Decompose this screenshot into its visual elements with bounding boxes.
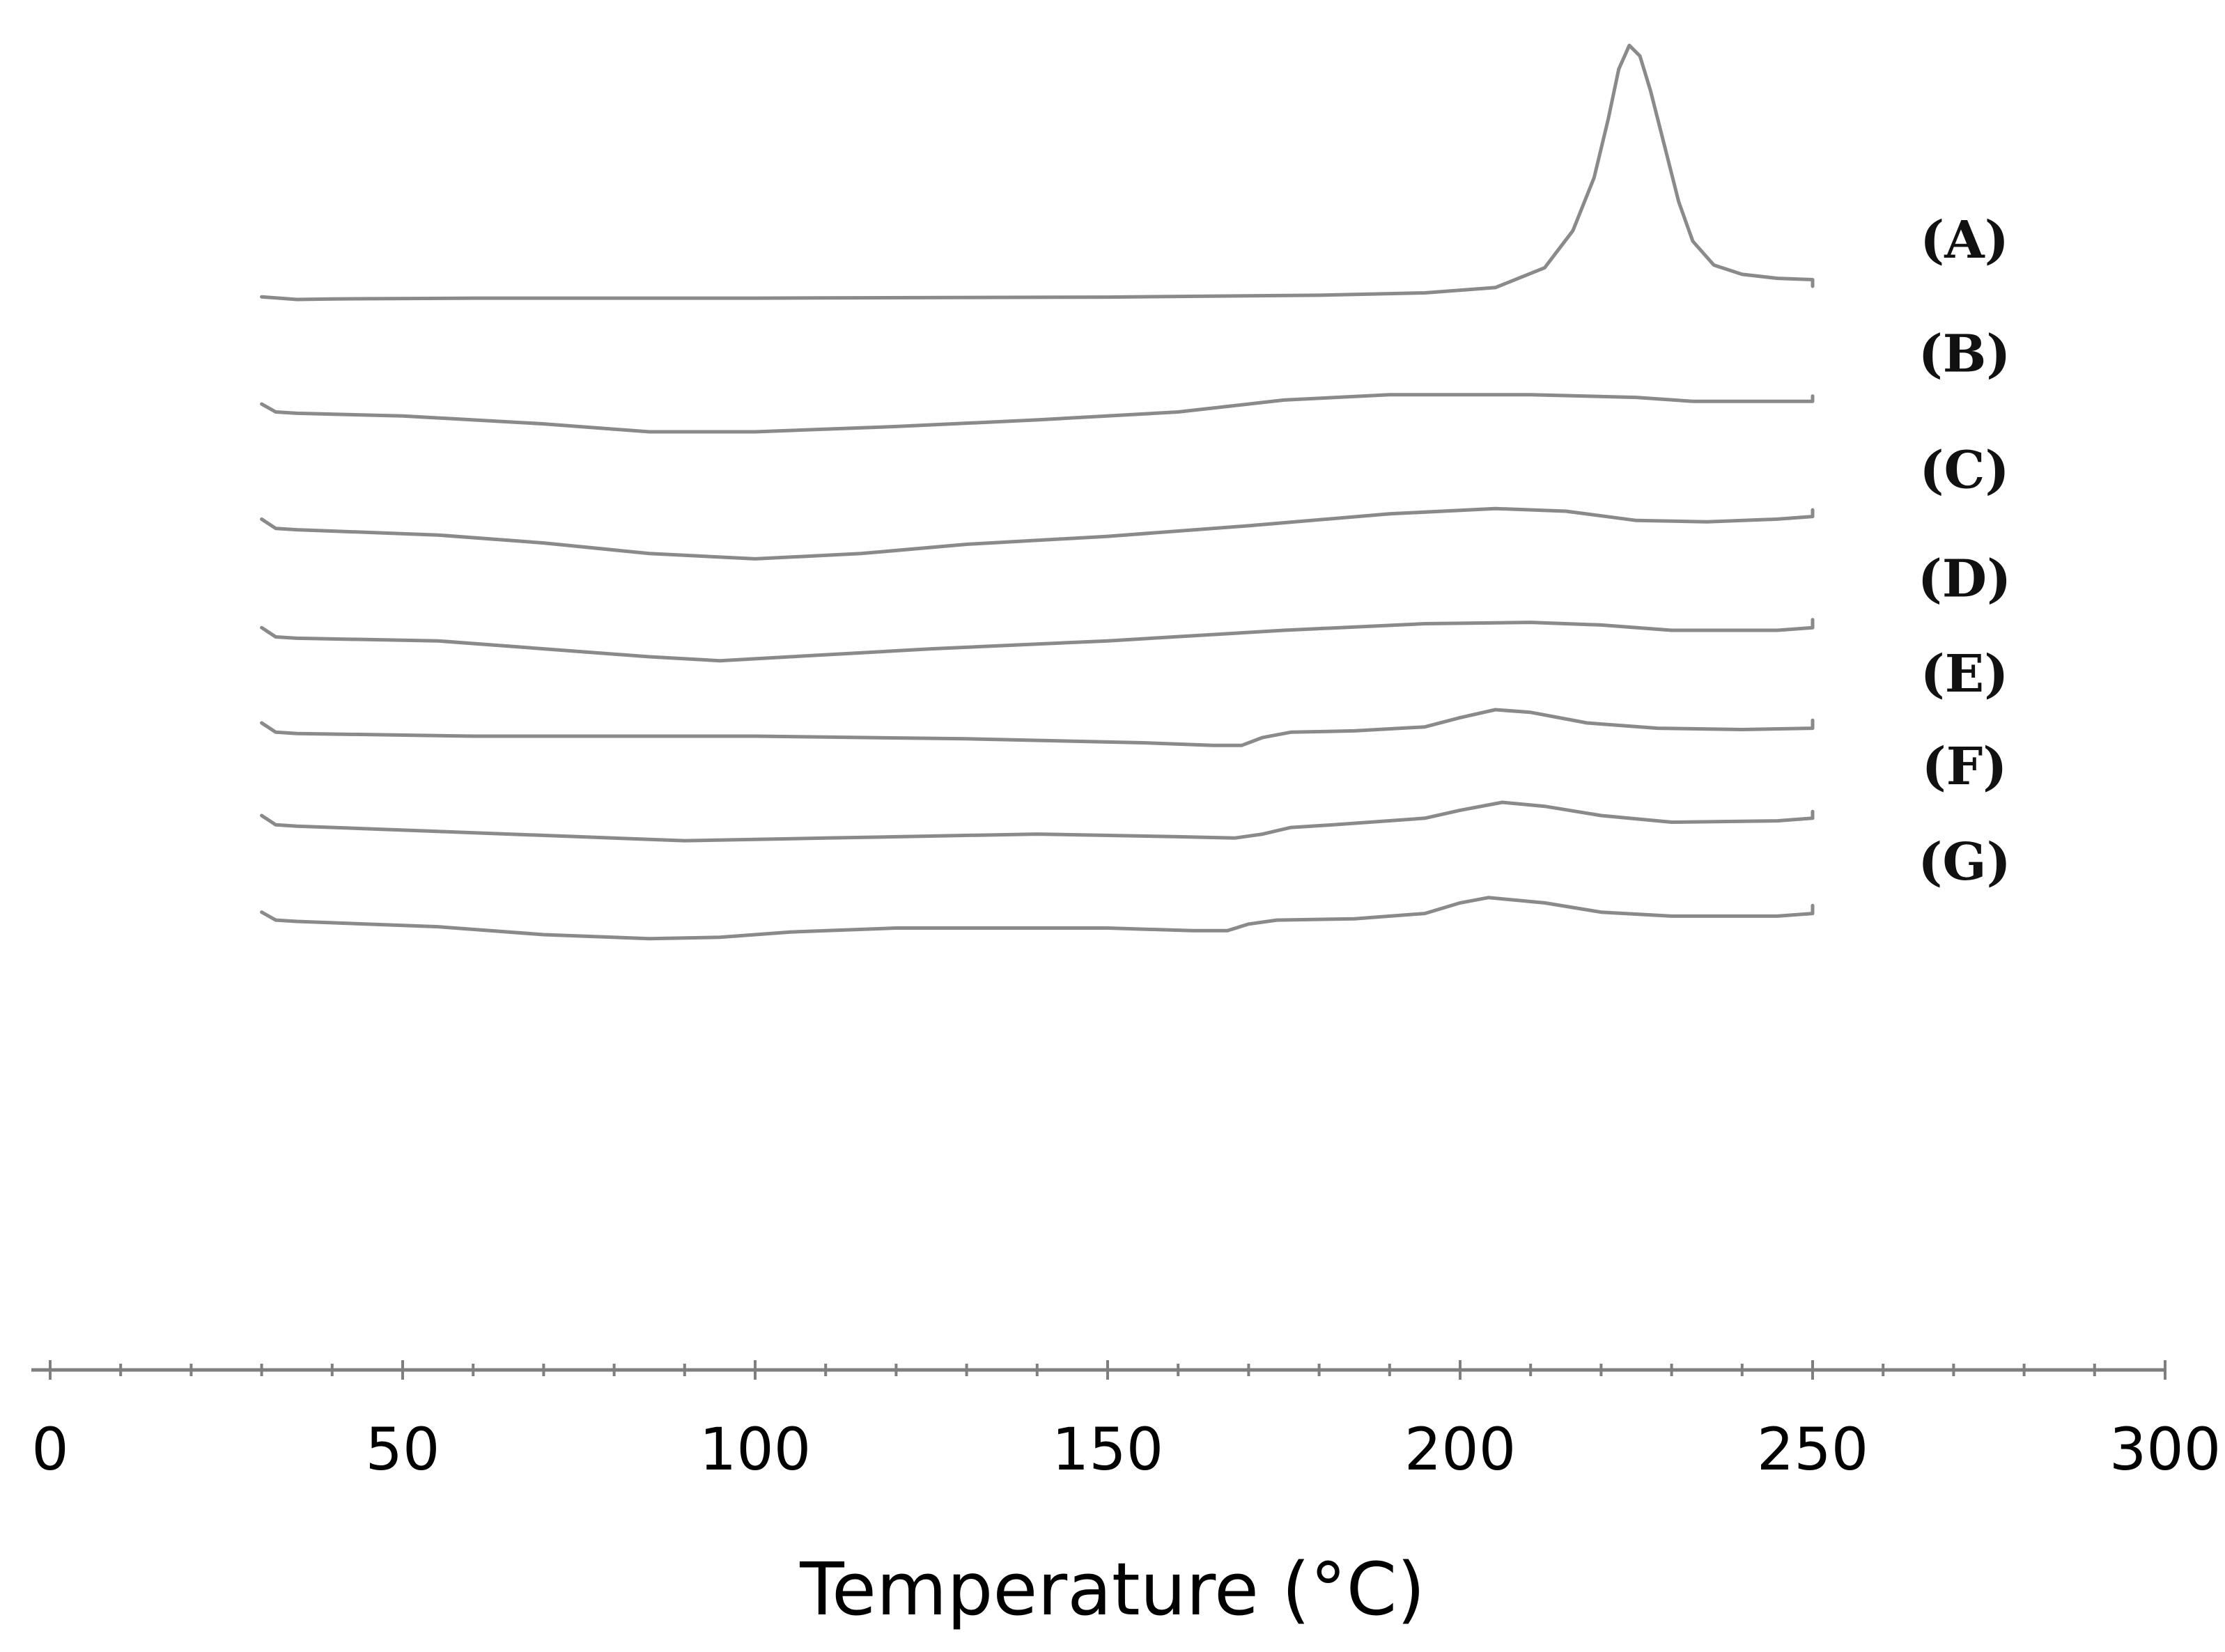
x-tick-label: 200 xyxy=(1404,1415,1516,1483)
series-curve-e xyxy=(260,708,1815,747)
curves-group xyxy=(260,43,1815,941)
series-labels-group: (A) (B) (C) (D) (E) (F) (G) xyxy=(1918,210,2011,892)
series-curve-b xyxy=(260,393,1815,434)
series-curve-c xyxy=(260,506,1815,561)
series-label-b: (B) xyxy=(1918,324,2011,384)
x-tick-label: 0 xyxy=(31,1415,68,1483)
series-label-g: (G) xyxy=(1918,832,2010,892)
x-tick-label: 250 xyxy=(1757,1415,1868,1483)
series-label-d: (D) xyxy=(1918,549,2011,609)
x-tick-label: 150 xyxy=(1052,1415,1163,1483)
series-label-e: (E) xyxy=(1921,644,2008,704)
x-axis-ticks xyxy=(49,1360,2166,1380)
series-label-a: (A) xyxy=(1920,210,2008,270)
x-tick-label: 300 xyxy=(2109,1415,2221,1483)
series-curve-a xyxy=(260,43,1815,302)
x-axis-title: Temperature (°C) xyxy=(799,1547,1425,1632)
x-tick-label: 50 xyxy=(366,1415,440,1483)
series-curve-g xyxy=(260,896,1815,941)
series-label-c: (C) xyxy=(1920,441,2010,501)
series-label-f: (F) xyxy=(1922,737,2008,797)
x-axis-tick-labels: 0 50 100 150 200 250 300 xyxy=(31,1415,2221,1483)
x-tick-label: 100 xyxy=(699,1415,811,1483)
series-curve-d xyxy=(260,618,1815,663)
series-curve-f xyxy=(260,800,1815,843)
